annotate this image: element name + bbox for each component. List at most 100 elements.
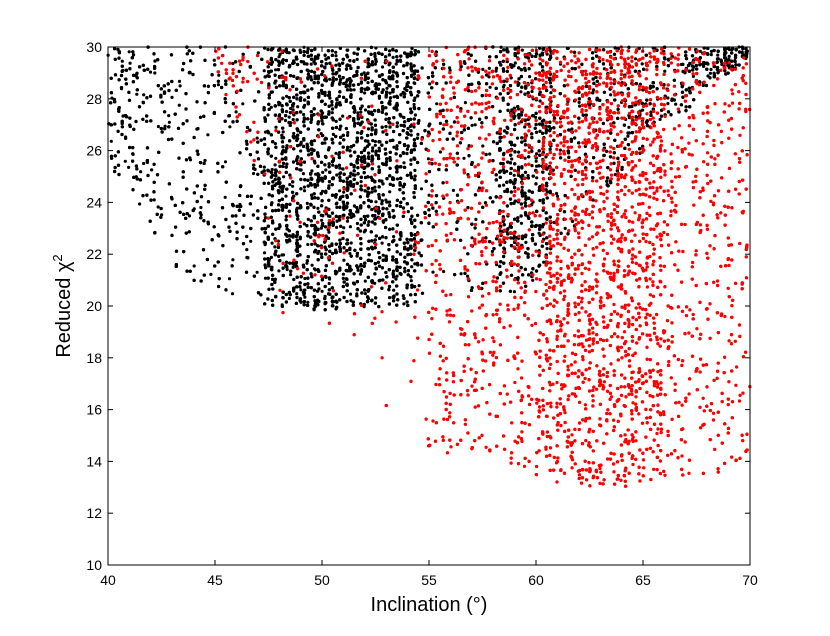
data-point	[276, 239, 280, 243]
data-point	[328, 77, 332, 81]
data-point	[334, 151, 338, 155]
data-point	[374, 200, 378, 204]
data-point	[245, 248, 249, 252]
data-point	[270, 241, 274, 245]
data-point	[658, 117, 662, 121]
data-point	[430, 71, 435, 75]
data-point	[385, 86, 389, 90]
data-point	[349, 241, 353, 245]
data-point	[212, 58, 216, 62]
data-point	[709, 67, 713, 72]
data-point	[384, 106, 388, 110]
data-point	[305, 201, 309, 205]
data-point	[192, 264, 196, 268]
data-point	[541, 225, 545, 229]
data-point	[230, 292, 235, 296]
data-point	[409, 133, 413, 137]
data-point	[320, 116, 324, 120]
data-point	[451, 188, 455, 192]
data-point	[334, 77, 338, 81]
data-point	[674, 102, 678, 106]
data-point	[448, 66, 452, 70]
data-point	[289, 273, 293, 277]
data-point	[288, 183, 292, 187]
data-point	[302, 189, 307, 193]
data-point	[291, 265, 295, 269]
data-point	[442, 269, 446, 274]
data-point	[330, 111, 334, 115]
data-point	[142, 93, 146, 97]
data-point	[135, 92, 139, 96]
data-point	[150, 168, 154, 172]
data-point	[321, 170, 325, 174]
data-point	[513, 61, 517, 65]
data-point	[262, 251, 267, 255]
data-point	[388, 49, 392, 53]
data-point	[284, 109, 289, 114]
data-point	[148, 70, 153, 74]
data-point	[341, 276, 345, 280]
data-point	[295, 292, 299, 296]
data-point	[392, 145, 396, 149]
data-point	[306, 217, 310, 221]
data-point	[334, 119, 338, 123]
data-point	[473, 123, 477, 127]
data-point	[416, 132, 420, 136]
data-point	[231, 258, 235, 262]
data-point	[362, 71, 366, 75]
data-point	[362, 154, 366, 158]
data-point	[399, 59, 403, 64]
data-point	[481, 67, 485, 71]
data-point	[666, 96, 670, 100]
data-point	[273, 142, 277, 146]
data-point	[324, 168, 328, 172]
data-point	[626, 134, 630, 138]
data-point	[503, 189, 507, 193]
data-point	[510, 157, 514, 161]
data-point	[206, 133, 210, 137]
data-point	[303, 295, 307, 299]
data-point	[363, 292, 367, 296]
data-point	[663, 69, 667, 73]
data-point	[409, 279, 413, 283]
data-point	[228, 125, 232, 129]
data-point	[380, 241, 384, 245]
data-point	[396, 177, 400, 181]
data-point	[310, 169, 314, 173]
data-point	[373, 139, 377, 144]
data-point	[381, 253, 385, 257]
data-point	[289, 106, 293, 111]
data-point	[519, 90, 523, 94]
data-point	[203, 158, 207, 163]
data-point	[273, 163, 277, 167]
data-point	[316, 206, 320, 210]
data-point	[394, 277, 398, 281]
data-point	[403, 266, 407, 270]
data-point	[285, 267, 289, 272]
data-point	[306, 242, 310, 247]
data-point	[431, 270, 435, 274]
data-point	[167, 114, 171, 118]
data-point	[392, 288, 396, 292]
data-point	[577, 100, 581, 104]
data-point	[392, 95, 396, 99]
data-point	[187, 214, 192, 218]
data-point	[283, 118, 288, 123]
data-point	[274, 125, 278, 129]
data-point	[563, 226, 567, 230]
data-points	[106, 45, 752, 488]
data-point	[274, 68, 278, 72]
data-point	[120, 59, 124, 63]
data-point	[256, 51, 260, 55]
data-point	[349, 299, 353, 303]
data-point	[488, 85, 492, 89]
data-point	[519, 221, 524, 225]
data-point	[395, 274, 399, 278]
data-point	[270, 167, 274, 172]
data-point	[342, 258, 346, 262]
data-point	[531, 278, 535, 282]
data-point	[716, 53, 720, 57]
data-point	[160, 213, 164, 217]
data-point	[474, 217, 478, 221]
data-point	[373, 62, 377, 66]
